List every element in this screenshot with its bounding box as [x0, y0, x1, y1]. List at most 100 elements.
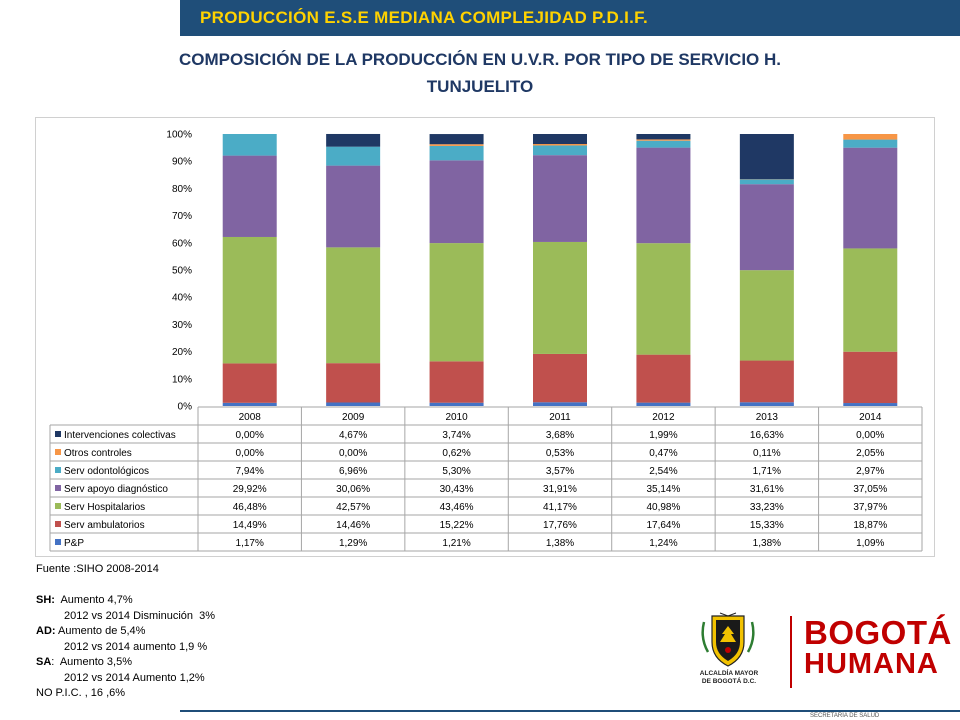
header-bar [180, 0, 960, 36]
legend-label: Serv odontológicos [64, 466, 149, 477]
y-tick-label: 80% [172, 184, 192, 195]
ad-label: AD: [36, 625, 56, 637]
data-label: 0,00% [236, 448, 264, 459]
bar-segment [326, 133, 381, 147]
sh-text: Aumento 4,7% [54, 594, 133, 606]
y-tick-label: 60% [172, 238, 192, 249]
bar-segment [843, 147, 898, 249]
data-label: 46,48% [233, 502, 267, 513]
logo-divider [790, 616, 792, 688]
data-label: 17,64% [646, 520, 680, 531]
bar-segment [739, 179, 794, 185]
sa-label: SA [36, 656, 52, 668]
bar-segment [429, 402, 484, 406]
data-label: 41,17% [543, 502, 577, 513]
y-tick-label: 90% [172, 157, 192, 168]
data-label: 0,00% [339, 448, 367, 459]
legend-swatch [55, 431, 61, 437]
data-label: 4,67% [339, 430, 367, 441]
legend-label: Otros controles [64, 448, 132, 459]
data-label: 2,97% [856, 466, 884, 477]
bar-segment [636, 147, 691, 244]
data-label: 0,00% [236, 430, 264, 441]
data-label: 37,05% [853, 484, 887, 495]
sh-detail: 2012 vs 2014 Disminución 3% [64, 609, 216, 622]
bar-segment [636, 243, 691, 355]
ad-text: Aumento de 5,4% [55, 625, 146, 637]
bar-segment [739, 134, 794, 180]
bar-segment [326, 402, 381, 406]
subtitle-line-1: COMPOSICIÓN DE LA PRODUCCIÓN EN U.V.R. P… [178, 50, 781, 69]
bar-segment [222, 134, 277, 156]
data-label: 2,54% [649, 466, 677, 477]
coat-of-arms-icon [698, 612, 758, 670]
bar-segment [843, 134, 898, 140]
legend-swatch [55, 539, 61, 545]
y-tick-label: 50% [172, 266, 192, 277]
x-tick-label: 2009 [342, 412, 365, 423]
data-label: 17,76% [543, 520, 577, 531]
legend-swatch [55, 467, 61, 473]
ad-detail: 2012 vs 2014 aumento 1,9 % [64, 640, 208, 653]
data-label: 5,30% [442, 466, 470, 477]
bogota-logo: ALCALDÍA MAYOR DE BOGOTÁ D.C. BOGOTÁ HUM… [688, 612, 951, 692]
bar-segment [533, 155, 587, 242]
bar-segment [739, 360, 794, 403]
spacer [36, 578, 215, 594]
data-label: 1,99% [649, 430, 677, 441]
data-label: 0,62% [442, 448, 470, 459]
y-tick-label: 30% [172, 320, 192, 331]
data-label: 14,49% [233, 520, 267, 531]
data-label: 40,98% [646, 502, 680, 513]
data-label: 15,33% [750, 520, 784, 531]
data-label: 0,53% [546, 448, 574, 459]
data-label: 37,97% [853, 502, 887, 513]
bar-segment [843, 403, 898, 406]
data-label: 2,05% [856, 448, 884, 459]
bar-segment [636, 354, 691, 403]
bar-segment [326, 247, 381, 364]
data-label: 35,14% [646, 484, 680, 495]
x-tick-label: 2008 [239, 412, 262, 423]
bar-segment [429, 145, 484, 161]
data-label: 43,46% [440, 502, 474, 513]
data-label: 1,29% [339, 538, 367, 549]
data-label: 3,74% [442, 430, 470, 441]
bar-segment [429, 134, 484, 145]
data-label: 33,23% [750, 502, 784, 513]
data-label: 0,47% [649, 448, 677, 459]
bogota-wordmark: BOGOTÁ [804, 614, 952, 651]
bar-segment [429, 361, 484, 403]
chart-subtitle: COMPOSICIÓN DE LA PRODUCCIÓN EN U.V.R. P… [40, 46, 920, 100]
data-label: 3,57% [546, 466, 574, 477]
data-label: 29,92% [233, 484, 267, 495]
data-label: 30,43% [440, 484, 474, 495]
data-label: 6,96% [339, 466, 367, 477]
legend-label: Serv apoyo diagnóstico [64, 484, 168, 495]
bar-segment [222, 363, 277, 403]
y-tick-label: 0% [178, 402, 193, 413]
bar-segment [326, 146, 381, 166]
bar-segment [636, 402, 691, 406]
bar-segment [429, 160, 484, 244]
bar-segment [326, 363, 381, 403]
data-label: 16,63% [750, 430, 784, 441]
x-tick-label: 2010 [445, 412, 468, 423]
bar-segment [533, 144, 587, 146]
y-tick-label: 70% [172, 211, 192, 222]
legend-label: Serv Hospitalarios [64, 502, 145, 513]
bar-segment [533, 241, 587, 354]
bar-segment [739, 402, 794, 406]
bar-segment [739, 184, 794, 271]
legend-swatch [55, 521, 61, 527]
bar-segment [222, 236, 277, 364]
legend-label: P&P [64, 538, 84, 549]
alcaldia-text: ALCALDÍA MAYOR DE BOGOTÁ D.C. [688, 670, 770, 686]
y-tick-label: 10% [172, 374, 192, 385]
data-label: 1,38% [753, 538, 781, 549]
legend-label: Intervenciones colectivas [64, 430, 176, 441]
bar-segment [843, 351, 898, 404]
data-label: 14,46% [336, 520, 370, 531]
humana-wordmark: HUMANA [804, 648, 939, 680]
bar-segment [739, 270, 794, 361]
